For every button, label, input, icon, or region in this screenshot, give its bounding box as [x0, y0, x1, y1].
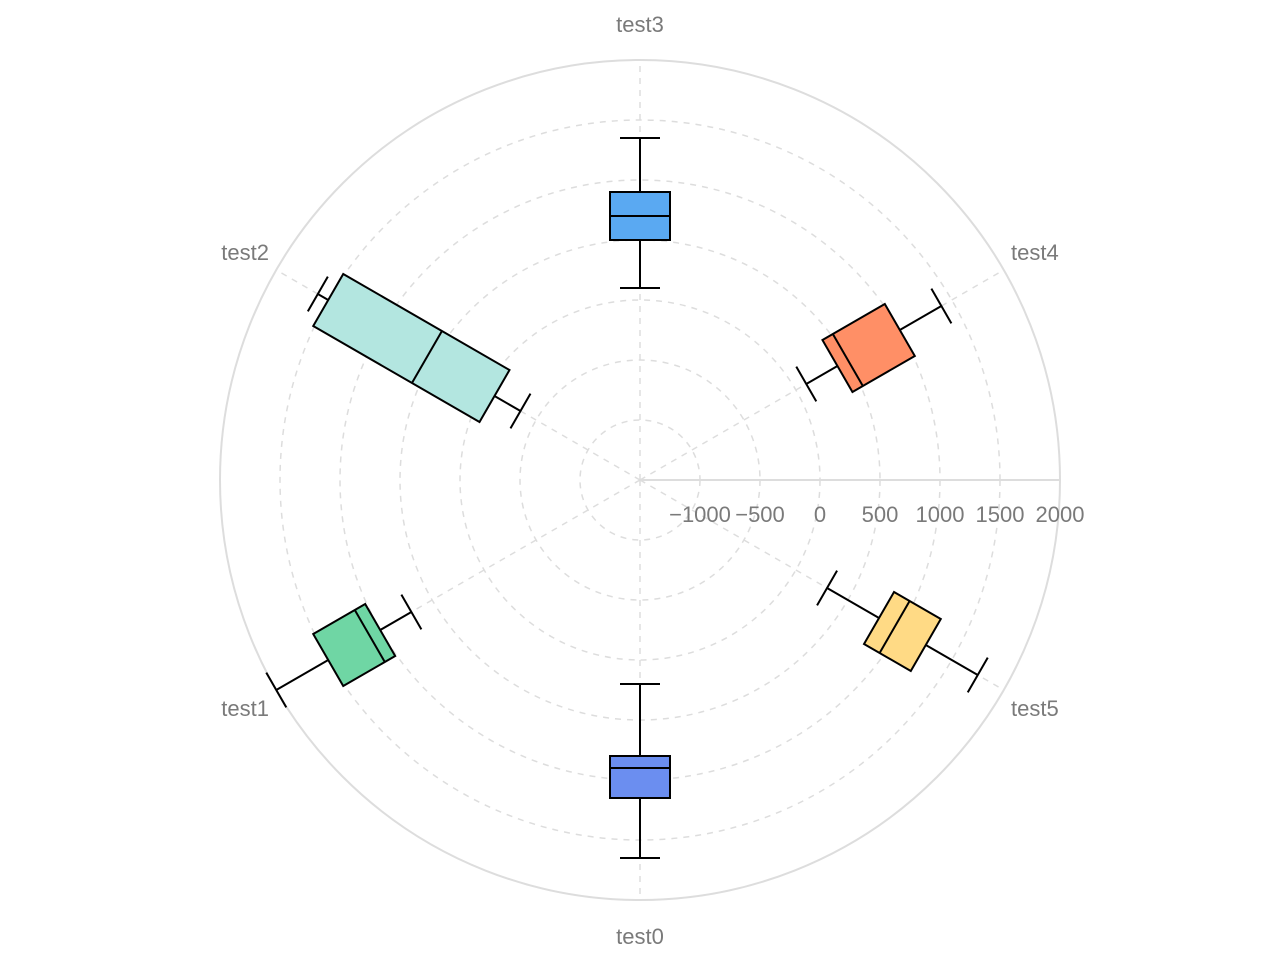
max-cap — [306, 276, 329, 312]
box-test2 — [306, 272, 532, 429]
iqr-box — [311, 272, 511, 424]
radial-tick-label: −500 — [735, 502, 785, 527]
box-test0 — [609, 683, 671, 859]
category-label-test2: test2 — [221, 240, 269, 265]
max-cap — [265, 672, 288, 708]
upper-whisker — [317, 293, 329, 301]
lower-whisker — [494, 395, 521, 412]
radial-tick-label: 2000 — [1036, 502, 1085, 527]
upper-whisker — [899, 305, 942, 331]
radial-tick-label: 1000 — [916, 502, 965, 527]
category-label-test1: test1 — [221, 696, 269, 721]
box-test1 — [265, 594, 423, 708]
category-label-test3: test3 — [616, 12, 664, 37]
min-cap — [509, 393, 532, 429]
max-cap — [966, 657, 989, 693]
lower-whisker — [805, 365, 838, 385]
median-line — [831, 333, 864, 387]
upper-whisker — [275, 659, 329, 691]
iqr-box — [821, 302, 917, 394]
category-label-test4: test4 — [1011, 240, 1059, 265]
iqr-box — [862, 590, 943, 673]
max-cap — [930, 288, 953, 324]
iqr-box — [609, 755, 671, 799]
radial-axis: −1000 −500 0 500 1000 1500 2000 — [640, 479, 1085, 527]
median-line — [411, 330, 443, 384]
lower-whisker — [379, 611, 412, 631]
radial-tick-label: 500 — [862, 502, 899, 527]
radial-tick-label: −1000 — [669, 502, 731, 527]
median-line — [878, 600, 911, 654]
min-cap — [795, 366, 818, 402]
category-labels: test0 test1 test2 test3 test4 test5 — [221, 12, 1059, 949]
upper-whisker — [925, 644, 979, 676]
category-label-test5: test5 — [1011, 696, 1059, 721]
box-test3 — [609, 137, 671, 289]
box-test5 — [816, 570, 989, 693]
box-test4 — [795, 288, 953, 402]
iqr-box — [311, 602, 397, 688]
lower-whisker — [826, 587, 880, 619]
radial-tick-label: 0 — [814, 502, 826, 527]
min-cap — [400, 594, 423, 630]
min-cap — [816, 570, 838, 606]
category-label-test0: test0 — [616, 924, 664, 949]
median-line — [353, 609, 386, 663]
boxes — [265, 137, 989, 859]
radial-tick-label: 1500 — [976, 502, 1025, 527]
